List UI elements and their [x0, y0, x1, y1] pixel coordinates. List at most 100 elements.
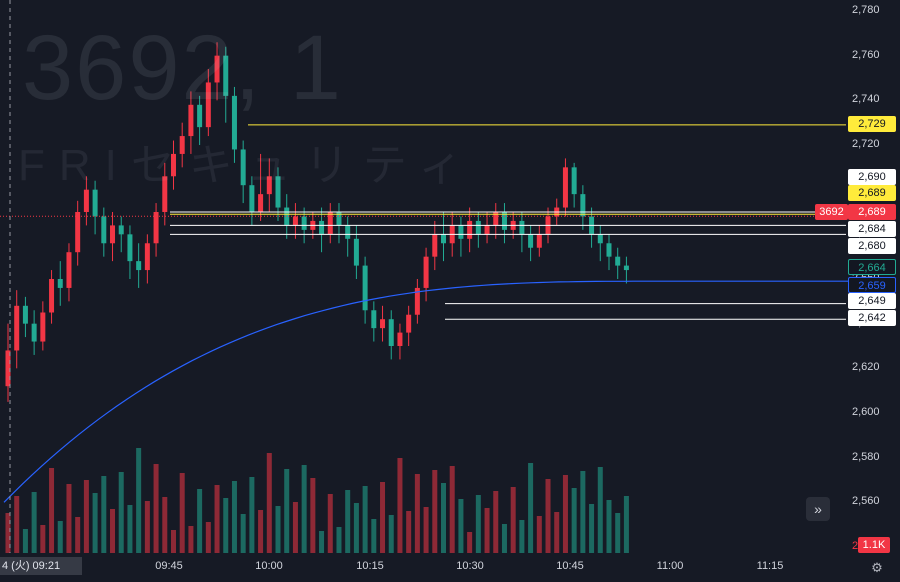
price-label-teal: 2,664 — [848, 259, 896, 275]
volume-bar — [101, 476, 107, 553]
volume-bar — [475, 495, 481, 553]
price-tick: 2,760 — [852, 48, 880, 61]
candle-body — [475, 220, 481, 235]
candle-body — [275, 176, 281, 208]
volume-bar — [449, 466, 455, 553]
candle-body — [266, 176, 272, 195]
price-label-yellow: 2,689 — [848, 185, 896, 201]
price-tick: 2,600 — [852, 406, 880, 418]
candle-body — [83, 189, 89, 212]
settings-button[interactable]: ⚙ — [868, 560, 886, 576]
price-label-plain: 2,690 — [848, 169, 896, 185]
volume-bar — [197, 489, 203, 553]
candle-body — [562, 167, 568, 208]
candle-body — [40, 312, 46, 342]
candle-body — [467, 220, 473, 239]
candle-body — [301, 216, 307, 230]
volume-bar — [14, 496, 20, 553]
volume-bar — [319, 531, 325, 553]
volume-bar — [75, 517, 81, 553]
candle-body — [362, 265, 368, 311]
candle-body — [484, 225, 490, 235]
time-tick: 11:15 — [756, 560, 784, 572]
volume-bar — [170, 530, 176, 553]
volume-bar — [231, 481, 237, 553]
volume-bar — [292, 502, 298, 553]
candle-body — [327, 212, 333, 235]
price-label-yellow: 2,729 — [848, 116, 896, 132]
volume-bar — [22, 529, 28, 553]
candle-body — [14, 305, 20, 351]
volume-bar — [205, 522, 211, 553]
volume-bar — [83, 480, 89, 553]
candle-body — [319, 220, 325, 235]
volume-bar — [136, 448, 142, 553]
candle-body — [5, 350, 11, 387]
candle-body — [214, 55, 220, 83]
time-tick: 10:45 — [556, 560, 584, 572]
volume-bar — [258, 510, 264, 553]
volume-bar — [144, 501, 150, 553]
candle-body — [623, 265, 629, 271]
price-tick: 2,560 — [852, 495, 880, 508]
candle-body — [441, 234, 446, 244]
volume-bar — [362, 486, 368, 553]
candle-body — [49, 279, 55, 313]
volume-bar — [458, 499, 464, 553]
candle-body — [223, 55, 229, 96]
candle-body — [284, 207, 290, 226]
candle-body — [536, 234, 542, 248]
candle-body — [144, 243, 150, 271]
candle-body — [57, 279, 63, 288]
volume-bar — [406, 511, 412, 553]
candle-body — [423, 256, 429, 288]
volume-bar — [580, 471, 586, 553]
candle-body — [606, 243, 612, 257]
candle-body — [292, 216, 298, 226]
volume-bar — [327, 494, 333, 553]
volume-bar — [432, 470, 438, 553]
volume-bar — [484, 508, 490, 553]
symbol-badge: 3692 — [815, 204, 848, 220]
volume-bar — [266, 453, 272, 553]
candle-body — [571, 167, 577, 195]
volume-bar — [623, 496, 629, 553]
price-label-plain: 2,642 — [848, 310, 896, 326]
candle-body — [101, 216, 107, 244]
volume-bar — [110, 509, 116, 553]
candle-body — [249, 185, 255, 212]
candle-body — [127, 234, 133, 262]
volume-bar — [188, 526, 194, 553]
volume-bar — [223, 498, 229, 553]
price-label-blue: 2,659 — [848, 277, 896, 293]
gear-icon: ⚙ — [871, 560, 883, 575]
price-label-plain: 2,680 — [848, 238, 896, 254]
candle-body — [597, 234, 603, 244]
candle-body — [92, 189, 98, 217]
candle-body — [519, 220, 525, 235]
price-tick: 2,780 — [852, 4, 880, 16]
candle-body — [136, 261, 142, 271]
time-tick: 10:00 — [255, 560, 283, 572]
candle-body — [336, 212, 342, 226]
volume-bar — [589, 504, 595, 553]
symbol-watermark-interval: 1 — [289, 17, 343, 119]
volume-bar — [501, 524, 507, 553]
double-chevron-right-icon: » — [814, 501, 822, 517]
candle-body — [353, 238, 359, 266]
candle-body — [501, 212, 507, 230]
candle-body — [414, 287, 420, 315]
volume-bar — [528, 463, 534, 553]
price-label-plain: 2,684 — [848, 221, 896, 237]
volume-bar — [127, 505, 133, 553]
scroll-right-button[interactable]: » — [806, 497, 830, 521]
volume-bar — [275, 506, 281, 553]
volume-bar — [240, 514, 246, 553]
candle-body — [153, 212, 159, 244]
volume-bar — [40, 525, 46, 553]
candle-body — [118, 225, 124, 235]
volume-bar — [118, 472, 124, 553]
volume-bar — [301, 465, 307, 553]
